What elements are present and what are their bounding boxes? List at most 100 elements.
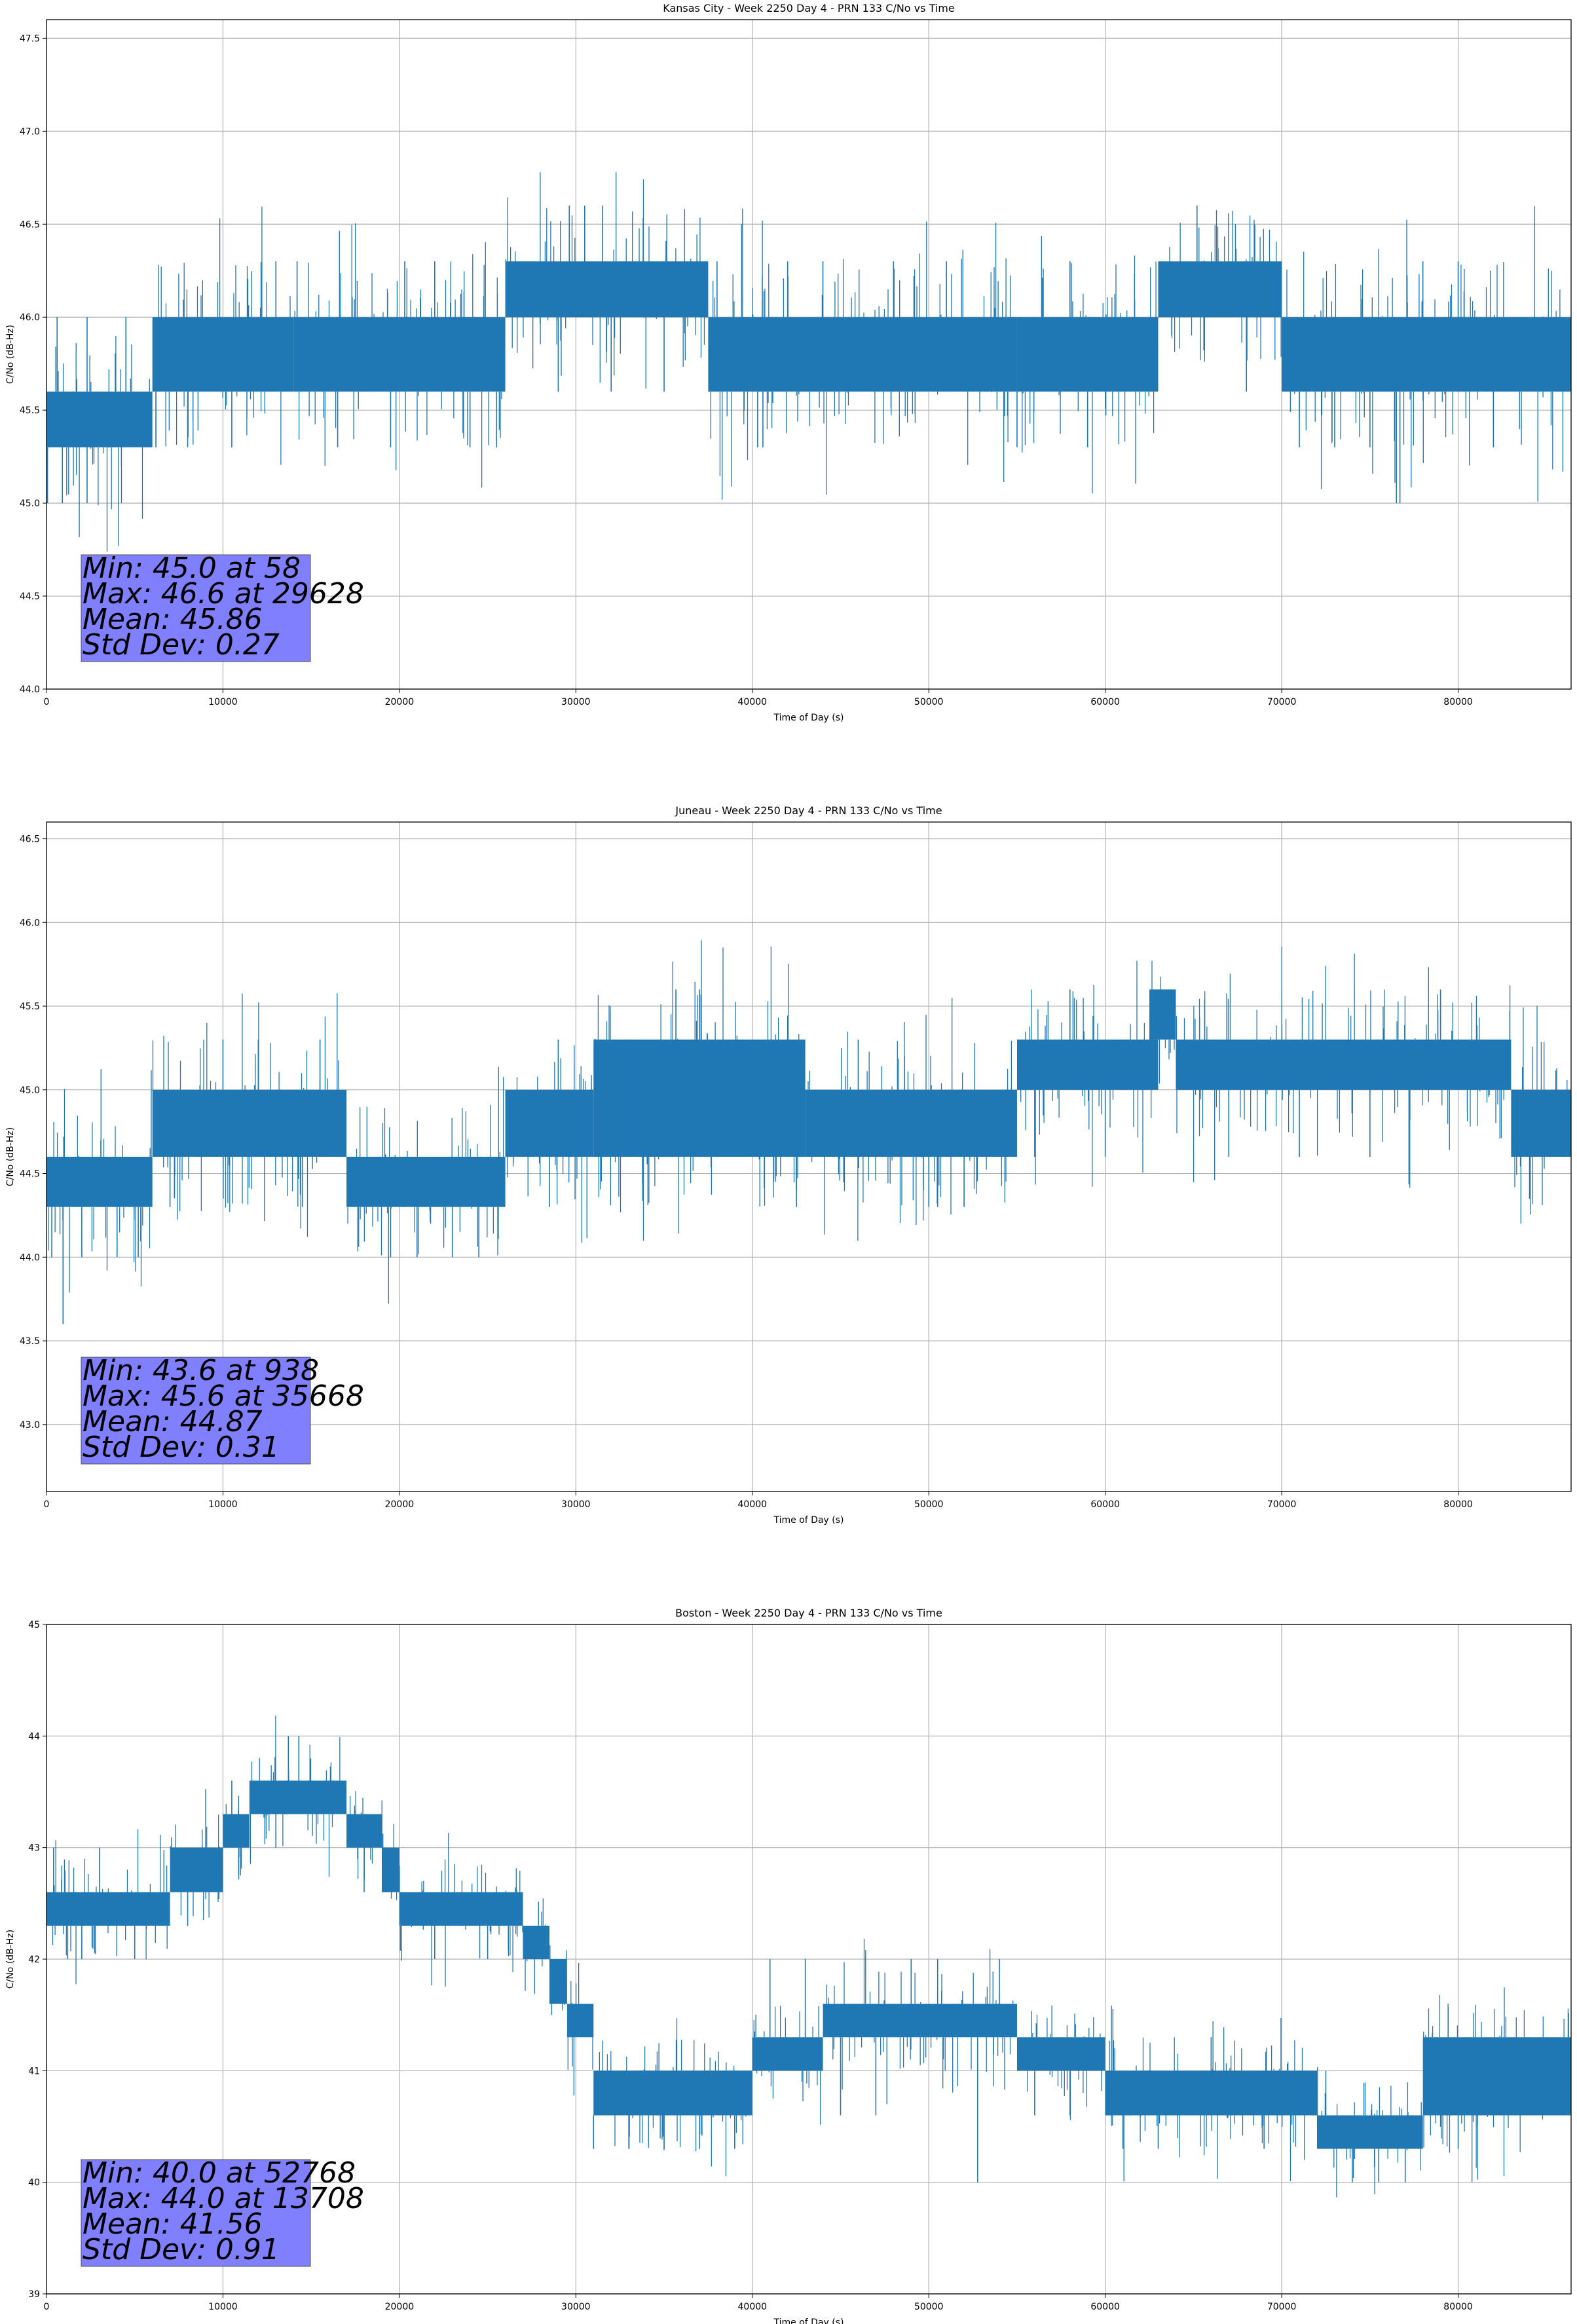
x-axis-label: Time of Day (s) xyxy=(773,1515,844,1526)
series-jitter-7 xyxy=(399,1833,524,1987)
x-tick-label: 40000 xyxy=(738,1499,768,1510)
x-tick-label: 80000 xyxy=(1443,697,1473,707)
series-jitter-3 xyxy=(294,223,502,488)
series-band-5 xyxy=(593,1040,806,1157)
stats-box xyxy=(81,1357,311,1465)
series-jitter-6 xyxy=(381,1800,398,1900)
series-band-7 xyxy=(1158,261,1282,318)
series-band-1 xyxy=(46,1892,170,1926)
y-axis-label: C/No (dB-Hz) xyxy=(5,1127,16,1186)
series-band-7 xyxy=(1016,1040,1159,1090)
y-tick-label: 44 xyxy=(28,1731,40,1742)
x-tick-label: 40000 xyxy=(738,697,768,707)
series-band-9 xyxy=(549,1959,567,2004)
series-band-5 xyxy=(346,1814,382,1848)
series-band-4 xyxy=(505,1089,594,1157)
x-tick-label: 0 xyxy=(44,697,50,707)
series-band-10 xyxy=(566,2004,594,2038)
y-tick-label: 39 xyxy=(28,2289,40,2300)
series-band-13 xyxy=(823,2004,1017,2038)
x-tick-label: 50000 xyxy=(914,2302,944,2312)
series-jitter-1 xyxy=(55,336,150,552)
y-tick-label: 45 xyxy=(28,1620,40,1630)
x-tick-label: 30000 xyxy=(561,2302,591,2312)
x-axis-label: Time of Day (s) xyxy=(773,713,844,723)
y-tick-label: 45.5 xyxy=(20,405,40,416)
series-jitter-17 xyxy=(1423,1987,1569,2183)
x-tick-label: 40000 xyxy=(738,2302,768,2312)
x-tick-label: 20000 xyxy=(385,2302,415,2312)
series-jitter-6 xyxy=(1022,236,1157,494)
series-line xyxy=(46,172,1571,552)
chart-title: Boston - Week 2250 Day 4 - PRN 133 C/No … xyxy=(675,1607,942,1619)
series-line xyxy=(46,940,1571,1324)
series-jitter-10 xyxy=(567,1963,593,2096)
series-line xyxy=(46,1715,1571,2198)
x-tick-label: 70000 xyxy=(1267,2302,1297,2312)
stats-line-1: Min: 40.0 at 52768 xyxy=(83,2156,356,2190)
series-jitter-4 xyxy=(505,172,707,389)
series-jitter-5 xyxy=(710,208,1011,500)
stats-line-1: Min: 45.0 at 58 xyxy=(83,552,301,585)
series-jitter-1 xyxy=(48,1069,152,1293)
y-tick-label: 40 xyxy=(28,2178,40,2188)
series-jitter-10 xyxy=(1514,1005,1568,1224)
x-tick-label: 80000 xyxy=(1443,1499,1473,1510)
stats-line-2: Max: 44.0 at 13708 xyxy=(83,2182,364,2215)
x-tick-label: 60000 xyxy=(1090,697,1120,707)
stats-line-3: Mean: 41.56 xyxy=(83,2207,263,2241)
series-jitter-3 xyxy=(347,1066,504,1304)
series-band-6 xyxy=(805,1089,1017,1157)
stats-line-4: Std Dev: 0.31 xyxy=(83,1431,280,1464)
series-band-14 xyxy=(1016,2037,1105,2071)
y-tick-label: 45.0 xyxy=(20,498,40,509)
series-band-3 xyxy=(223,1814,250,1848)
series-jitter-12 xyxy=(753,2006,821,2125)
series-band-7 xyxy=(399,1892,523,1926)
chart-panel-2: Juneau - Week 2250 Day 4 - PRN 133 C/No … xyxy=(5,804,1572,1526)
stats-box xyxy=(81,554,311,662)
y-tick-label: 43.5 xyxy=(20,1336,40,1347)
y-tick-label: 46.5 xyxy=(20,219,40,230)
stats-line-3: Mean: 45.86 xyxy=(83,603,263,636)
chart-panel-1: Kansas City - Week 2250 Day 4 - PRN 133 … xyxy=(5,2,1572,723)
series-band-1 xyxy=(46,391,153,447)
series-band-2 xyxy=(170,1847,223,1892)
series-jitter-4 xyxy=(250,1715,341,1877)
axes-frame xyxy=(46,1624,1572,2295)
series-band-17 xyxy=(1422,2037,1571,2116)
series-jitter-9 xyxy=(1176,946,1511,1188)
stats-line-1: Min: 43.6 at 938 xyxy=(83,1354,319,1387)
series-band-8 xyxy=(523,1925,549,1959)
series-band-8 xyxy=(1149,989,1176,1040)
x-axis-label: Time of Day (s) xyxy=(773,2317,844,2324)
series-jitter-8 xyxy=(1149,960,1175,1084)
x-tick-label: 60000 xyxy=(1090,1499,1120,1510)
series-band-1 xyxy=(46,1157,153,1207)
series-band-8 xyxy=(1282,317,1571,392)
y-axis-label: C/No (dB-Hz) xyxy=(5,1930,16,1989)
series-jitter-8 xyxy=(1286,206,1564,502)
x-tick-label: 70000 xyxy=(1267,1499,1297,1510)
x-tick-label: 0 xyxy=(44,1499,50,1510)
y-tick-label: 46.5 xyxy=(20,834,40,845)
y-tick-label: 41 xyxy=(28,2066,40,2076)
series-band-3 xyxy=(293,317,506,392)
y-tick-label: 45.5 xyxy=(20,1002,40,1012)
series-band-6 xyxy=(381,1847,399,1892)
y-tick-label: 44.5 xyxy=(20,1169,40,1180)
series-jitter-5 xyxy=(349,1791,373,1880)
y-tick-label: 46.0 xyxy=(20,918,40,928)
y-tick-label: 44.0 xyxy=(20,684,40,695)
y-tick-label: 44.5 xyxy=(20,591,40,602)
x-tick-label: 80000 xyxy=(1443,2302,1473,2312)
y-tick-label: 42 xyxy=(28,1955,40,1965)
y-axis-label: C/No (dB-Hz) xyxy=(5,325,16,384)
axes-frame xyxy=(46,821,1572,1492)
x-tick-label: 30000 xyxy=(561,1499,591,1510)
x-tick-label: 60000 xyxy=(1090,2302,1120,2312)
series-jitter-3 xyxy=(225,1795,242,1880)
stats-line-3: Mean: 44.87 xyxy=(83,1405,263,1438)
x-tick-label: 50000 xyxy=(914,1499,944,1510)
